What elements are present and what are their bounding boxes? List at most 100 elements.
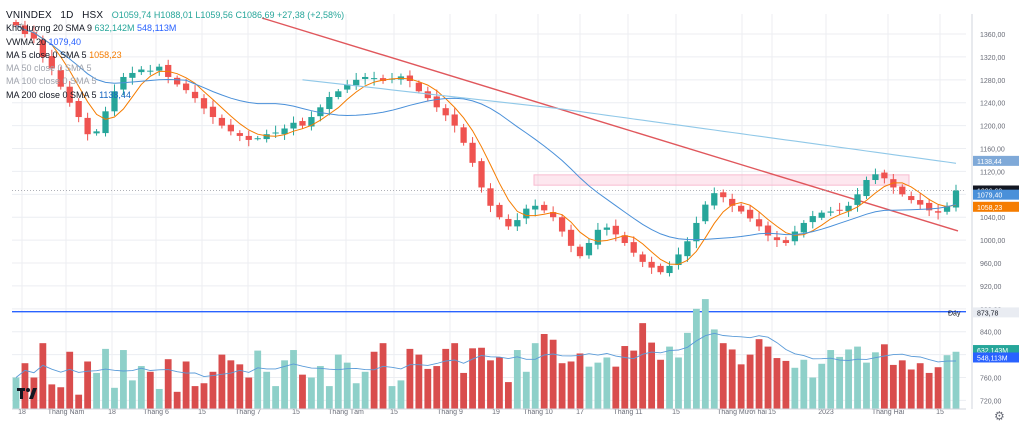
time-tick-label: Tháng 9 [437,409,463,416]
time-tick-label: Tháng Tám [328,409,364,416]
interval-label[interactable]: 1D [60,10,74,21]
volume-tag-1: 632,143M [977,348,1008,355]
ma50-label: MA 50 close 0 SMA 5 [6,63,92,74]
volume-bar [182,361,190,409]
candle-body [711,193,718,206]
candle-body [308,117,315,127]
candle-body [684,241,691,257]
settings-gear-icon[interactable]: ⚙ [994,409,1005,423]
candle-body [585,242,593,256]
time-tick-label: 18 [18,409,26,416]
volume-bar [648,342,656,409]
candle-body [764,225,772,236]
volume-bar [128,380,136,409]
volume-bar [630,350,638,409]
volume-bar [487,360,494,409]
candle-body [487,188,494,206]
volume-bar [576,353,584,409]
candle-body [129,72,136,78]
candle-body [791,231,798,242]
ma5-line [15,24,957,265]
ma5-label: MA 5 close 0 SMA 5 [6,49,87,60]
candle-body [451,114,458,126]
time-tick-label: 18 [108,409,116,416]
legend-ma50-row[interactable]: MA 50 close 0 SMA 5 [6,62,344,75]
tradingview-logo[interactable] [16,385,38,401]
volume-bar [504,382,512,409]
volume-bar [433,366,441,409]
volume-bar [137,366,145,409]
volume-bar [549,339,557,409]
volume-bar [943,355,951,409]
legend-ma200-row[interactable]: MA 200 close 0 SMA 5 1138,44 [6,89,344,102]
candle-body [738,205,745,212]
volume-bar [952,351,960,409]
candle-body [290,122,297,129]
volume-bar [692,308,700,409]
candle-body [908,196,915,201]
candle-body [30,32,38,39]
candle-body [666,265,673,274]
candle-body [621,235,628,243]
legend-volume-row[interactable]: Khối lượng 20 SMA 9 632,142M 548,113M [6,22,344,35]
symbol-label[interactable]: VNINDEX [6,10,52,21]
volume-bar [737,364,745,409]
candle-body [281,128,288,135]
time-tick-label: Tháng 11 [613,409,642,416]
volume-bar [93,372,100,409]
candle-body [541,204,548,211]
volume-bar [916,363,924,409]
volume-bar [791,367,799,409]
candle-body [353,79,360,86]
volume-value-2: 548,113M [137,23,177,34]
volume-bar [325,386,333,409]
volume-bar [451,343,459,409]
candle-body [120,76,127,90]
volume-bar [809,377,817,409]
candle-body [773,237,781,241]
volume-bar [782,360,790,409]
volume-bar [209,371,217,409]
candle-body [218,117,226,126]
volume-bar [603,357,611,409]
candle-body [630,242,637,253]
volume-bar [531,343,539,409]
legend-ma5-row[interactable]: MA 5 close 0 SMA 5 1058,23 [6,49,344,62]
volume-bar [701,299,709,409]
candle-body [406,75,414,81]
candle-body [344,84,351,90]
candle-body [729,198,736,206]
candle-body [505,218,512,227]
volume-bar [191,386,199,409]
candle-body [326,97,333,110]
volume-bar [200,383,208,409]
candle-body [433,96,440,108]
time-tick-label: 15 [198,409,206,416]
volume-bar [460,372,468,409]
close-value: C1086,69 [235,10,275,20]
price-tick-label: 1320,00 [980,55,1005,62]
legend-header-row: VNINDEX 1D HSX O1059,74 H1088,01 L1059,5… [6,9,344,22]
legend-vwma-row[interactable]: VWMA 20 1079,40 [6,36,344,49]
candle-body [872,174,879,181]
candle-body [827,211,834,213]
candle-body [415,82,422,92]
resistance-zone [533,174,910,186]
volume-bar [442,348,450,409]
volume-bar [478,347,485,409]
volume-bar [218,354,226,409]
volume-bar [880,344,888,409]
price-tick-label: 760,00 [980,376,1002,383]
candle-body [156,66,163,71]
ma5-tag-bg [973,201,1019,212]
candle-body [943,205,951,212]
candle-body [934,211,942,213]
candle-body [317,107,324,117]
price-tick-label: 1000,00 [980,238,1005,245]
candle-body [496,204,503,218]
legend-ma100-row[interactable]: MA 100 close 0 SMA 5 [6,75,344,88]
time-axis[interactable]: 18 Tháng Năm 18 Tháng 6 15 Tháng 7 15 Tháng Tám… [12,408,966,416]
candle-body [209,106,217,118]
low-value: L1059,56 [195,10,233,20]
